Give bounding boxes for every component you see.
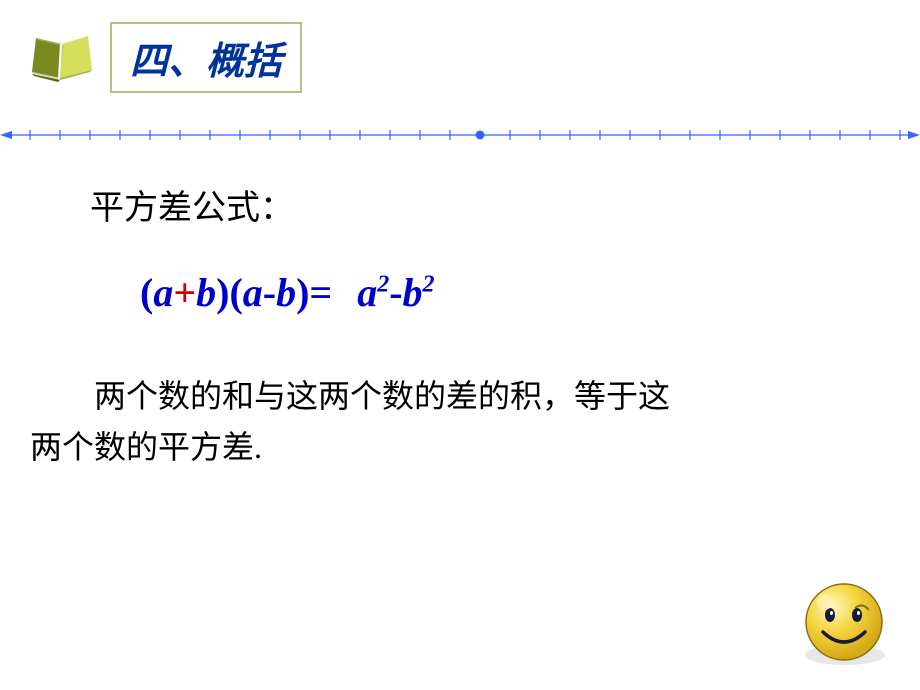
exp-2: 2 xyxy=(423,272,435,298)
var-a2: a xyxy=(243,270,263,315)
header: 四、概括 xyxy=(30,22,302,93)
explain-line-2: 两个数的平方差. xyxy=(30,422,262,473)
smiley-icon xyxy=(797,580,892,670)
content-area: 平方差公式： (a+b)(a-b)=a2-b2 两个数的和与这两个数的差的积，等… xyxy=(90,180,880,473)
var-a3: a xyxy=(357,270,377,315)
var-b2: b xyxy=(276,270,296,315)
formula-expression: (a+b)(a-b)=a2-b2 xyxy=(140,269,880,316)
op-plus: + xyxy=(173,270,196,315)
formula-name: 平方差公式： xyxy=(90,180,880,229)
book-icon xyxy=(30,30,100,85)
explanation-text: 两个数的和与这两个数的差的积，等于这 两个数的平方差. xyxy=(30,371,880,473)
op-minus: - xyxy=(263,270,276,315)
lhs-close: )= xyxy=(296,270,332,315)
lhs-open: ( xyxy=(140,270,153,315)
var-a1: a xyxy=(153,270,173,315)
var-b3: b xyxy=(403,270,423,315)
rhs: a2-b2 xyxy=(357,270,434,315)
ruler-divider xyxy=(0,125,920,145)
section-title: 四、概括 xyxy=(110,22,302,93)
exp-1: 2 xyxy=(377,272,389,298)
var-b1: b xyxy=(196,270,216,315)
op-minus-2: - xyxy=(389,270,402,315)
mid-paren: )( xyxy=(216,270,243,315)
explain-line-1: 两个数的和与这两个数的差的积，等于这 xyxy=(94,378,670,414)
